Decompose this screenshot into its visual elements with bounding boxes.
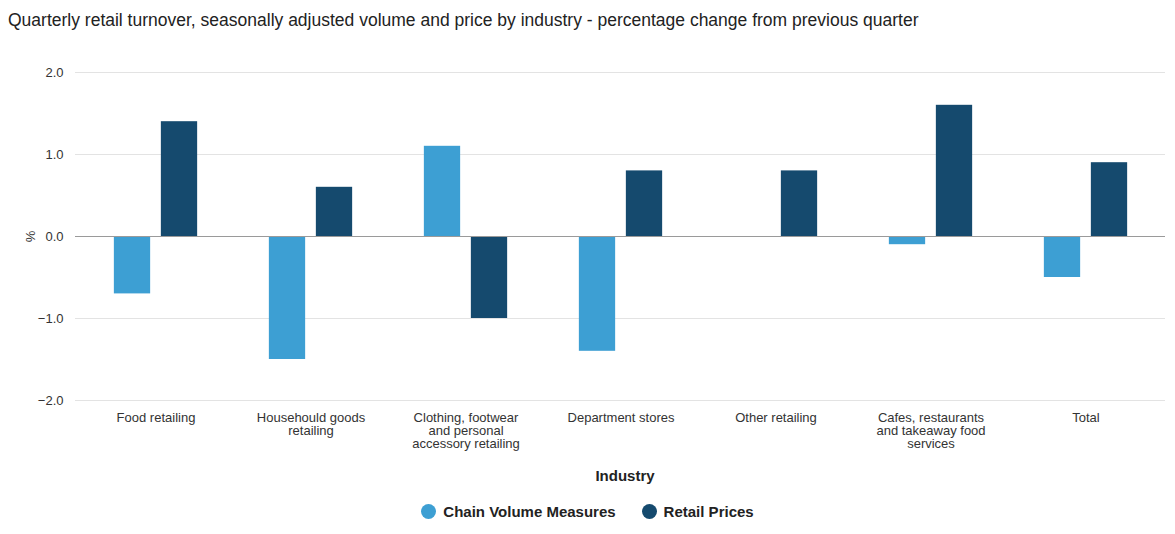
svg-text:Clothing, footwearand personal: Clothing, footwearand personalaccessory … — [412, 410, 520, 451]
svg-text:2.0: 2.0 — [45, 65, 63, 80]
svg-text:0.0: 0.0 — [45, 229, 63, 244]
html-text:Chain Volume Measures: Chain Volume Measures — [443, 503, 616, 520]
svg-text:%: % — [23, 230, 38, 242]
svg-text:Househould goodsretailing: Househould goodsretailing — [257, 410, 366, 438]
html-text:Quarterly retail turnover, sea: Quarterly retail turnover, seasonally ad… — [8, 10, 919, 30]
svg-text:−1.0: −1.0 — [38, 311, 64, 326]
svg-text:1.0: 1.0 — [45, 147, 63, 162]
svg-text:Other retailing: Other retailing — [735, 410, 817, 425]
html-text:Industry: Industry — [595, 467, 655, 484]
svg-text:Total: Total — [1072, 410, 1100, 425]
svg-text:Food retailing: Food retailing — [117, 410, 196, 425]
svg-text:−2.0: −2.0 — [38, 393, 64, 408]
html-text:Retail Prices: Retail Prices — [663, 503, 754, 520]
svg-text:Cafes, restaurantsand takeaway: Cafes, restaurantsand takeaway foodservi… — [876, 410, 985, 451]
svg-text:Department stores: Department stores — [568, 410, 675, 425]
